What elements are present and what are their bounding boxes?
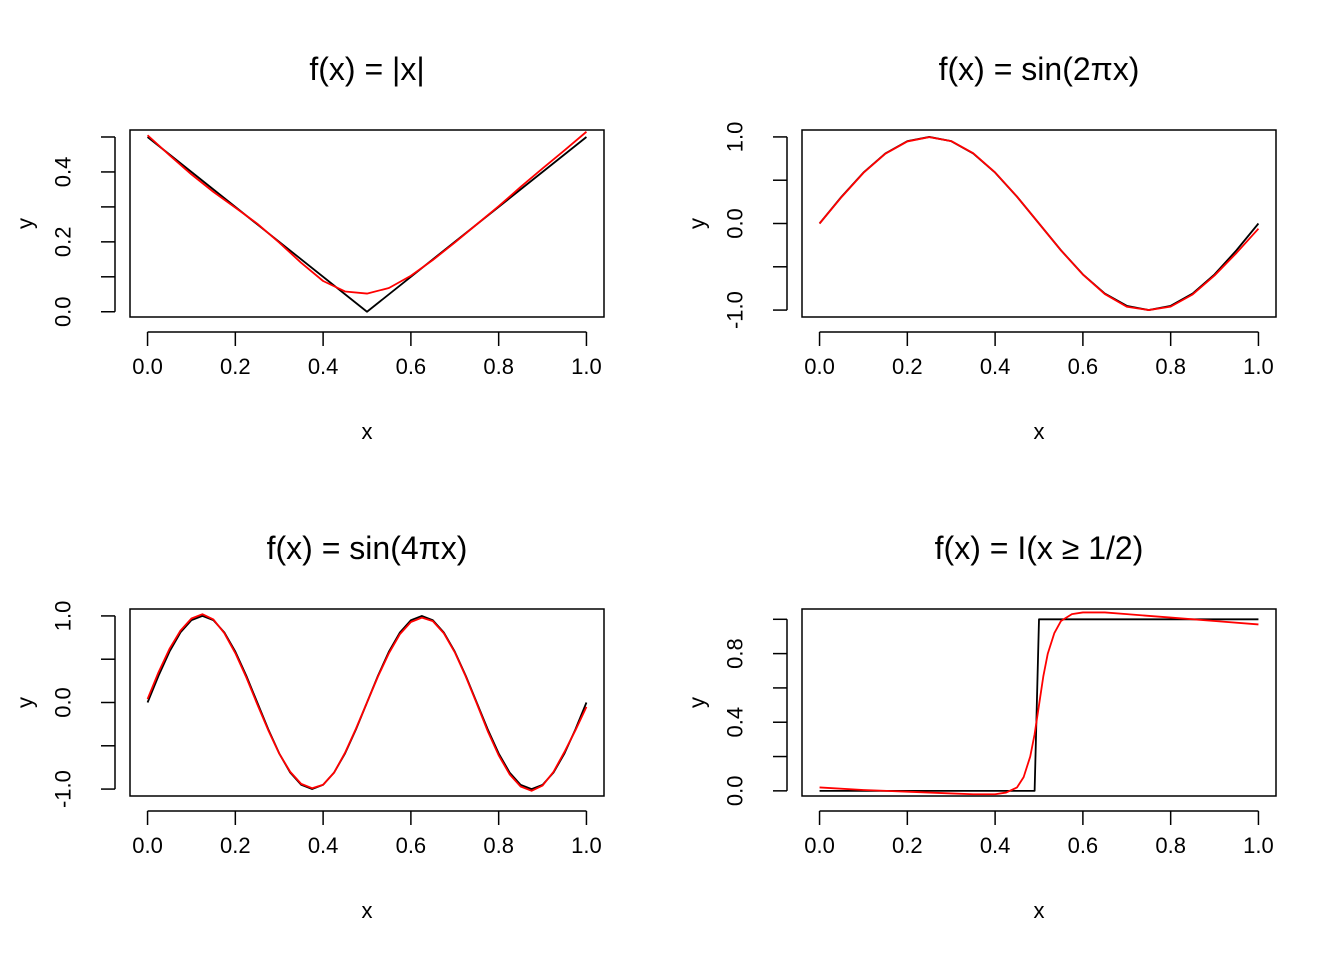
fitted-curve-line (146, 131, 588, 295)
y-tick-label: 0.0 (51, 687, 76, 718)
x-tick-label: 0.4 (308, 354, 339, 379)
y-tick-label: 0.2 (51, 227, 76, 258)
x-tick-label: 0.8 (1155, 354, 1186, 379)
x-tick-label: 1.0 (1243, 833, 1274, 858)
x-tick-label: 0.0 (132, 833, 163, 858)
x-tick-label: 0.0 (804, 354, 835, 379)
x-tick-label: 0.2 (892, 354, 923, 379)
y-tick-label: -1.0 (723, 291, 748, 329)
x-tick-label: 0.8 (1155, 833, 1186, 858)
y-tick-label: 0.0 (51, 296, 76, 327)
plot-frame (129, 129, 605, 318)
x-tick-label: 1.0 (571, 833, 602, 858)
x-tick-label: 0.0 (804, 833, 835, 858)
y-tick-label: 0.4 (723, 707, 748, 738)
plot-frame (129, 608, 605, 797)
chart-panel-3: f(x) = sin(4πx) 0.0 0.2 0.4 0.6 0.8 1.0 -1.0 0.0… (13, 530, 605, 923)
x-tick-label: 0.4 (308, 833, 339, 858)
true-function-line (146, 136, 588, 313)
chart-panel-4: f(x) = I(x ≥ 1/2) 0.0 0.2 0.4 0.6 0.8 1.0 0.0 0.… (685, 530, 1277, 923)
y-tick-label: -1.0 (51, 770, 76, 808)
chart-title: f(x) = I(x ≥ 1/2) (935, 530, 1144, 566)
x-tick-label: 1.0 (571, 354, 602, 379)
chart-panel-1: f(x) = |x| 0.0 0.2 0.4 0.6 0.8 1.0 0.0 0.2 0.4 x y (13, 51, 605, 444)
chart-title: f(x) = sin(2πx) (939, 51, 1140, 87)
x-tick-label: 0.0 (132, 354, 163, 379)
plot-frame (801, 129, 1277, 318)
x-tick-label: 1.0 (1243, 354, 1274, 379)
fitted-curve-line (819, 611, 1259, 796)
fitted-curve-line (818, 136, 1260, 311)
y-axis-label: y (685, 697, 710, 708)
y-tick-label: 0.4 (51, 157, 76, 188)
y-tick-label: 1.0 (51, 601, 76, 632)
x-tick-label: 0.2 (892, 833, 923, 858)
x-tick-label: 0.6 (1068, 833, 1099, 858)
plot-frame (801, 608, 1277, 797)
y-tick-label: 0.0 (723, 208, 748, 239)
x-tick-label: 0.6 (396, 354, 427, 379)
x-tick-label: 0.2 (220, 354, 251, 379)
chart-title: f(x) = |x| (309, 51, 424, 87)
y-tick-label: 0.0 (723, 776, 748, 807)
x-tick-label: 0.8 (483, 833, 514, 858)
y-axis-label: y (685, 218, 710, 229)
y-tick-label: 0.8 (723, 638, 748, 669)
x-axis-label: x (1034, 898, 1045, 923)
y-axis-label: y (13, 697, 38, 708)
x-axis-label: x (362, 419, 373, 444)
x-tick-label: 0.6 (1068, 354, 1099, 379)
x-tick-label: 0.4 (980, 354, 1011, 379)
chart-title: f(x) = sin(4πx) (267, 530, 468, 566)
x-tick-label: 0.4 (980, 833, 1011, 858)
y-axis-label: y (13, 218, 38, 229)
x-tick-label: 0.6 (396, 833, 427, 858)
x-axis-label: x (1034, 419, 1045, 444)
chart-panel-2: f(x) = sin(2πx) 0.0 0.2 0.4 0.6 0.8 1.0 -1.0 0.0… (685, 51, 1277, 444)
true-function-line (819, 618, 1259, 792)
x-axis-label: x (362, 898, 373, 923)
fitted-curve-line (146, 613, 588, 792)
x-tick-label: 0.2 (220, 833, 251, 858)
x-tick-label: 0.8 (483, 354, 514, 379)
y-tick-label: 1.0 (723, 122, 748, 153)
